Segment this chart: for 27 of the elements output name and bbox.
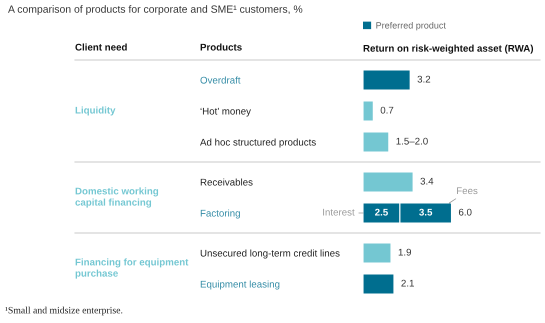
y-tick-label: Overdraft [200,76,240,84]
data-label: 1.5–2.0 [396,138,428,145]
y-axis-title: Liquidity [76,106,116,116]
data-label: 3.2 [418,76,430,83]
annotation: Interest [323,208,355,216]
legend-label: Preferred product [376,22,446,30]
y-tick-label: Equipment leasing [200,280,280,290]
y-axis-title: Financing for equipment purchase [76,258,188,279]
data-label: 3.5 [419,208,432,216]
data-label: 2.1 [401,280,414,287]
data-label: 2.5 [375,208,388,216]
y-tick-label: Unsecured long-term credit lines [200,249,340,259]
y-tick-label: Factoring [200,209,240,219]
text: A comparison of products for corporate and SME¹ customers, % [8,5,302,15]
y-tick-label: Ad hoc structured products [200,138,316,148]
data-label: 0.7 [380,106,394,114]
data-label: 1.9 [398,248,412,256]
text: Client need [75,43,127,51]
text: ¹Small and midsize enterprise. [5,306,122,316]
y-axis-title: Domestic working capital financing [75,187,158,208]
data-label: 3.4 [420,178,434,185]
text: Products [200,43,242,51]
y-tick-label: Receivables [200,178,253,186]
annotation: Fees [457,187,478,194]
total-label: 6.0 [458,208,472,216]
x-axis-title: Return on risk-weighted asset (RWA) [364,44,534,54]
y-tick-label: ‘Hot’ money [200,108,251,117]
